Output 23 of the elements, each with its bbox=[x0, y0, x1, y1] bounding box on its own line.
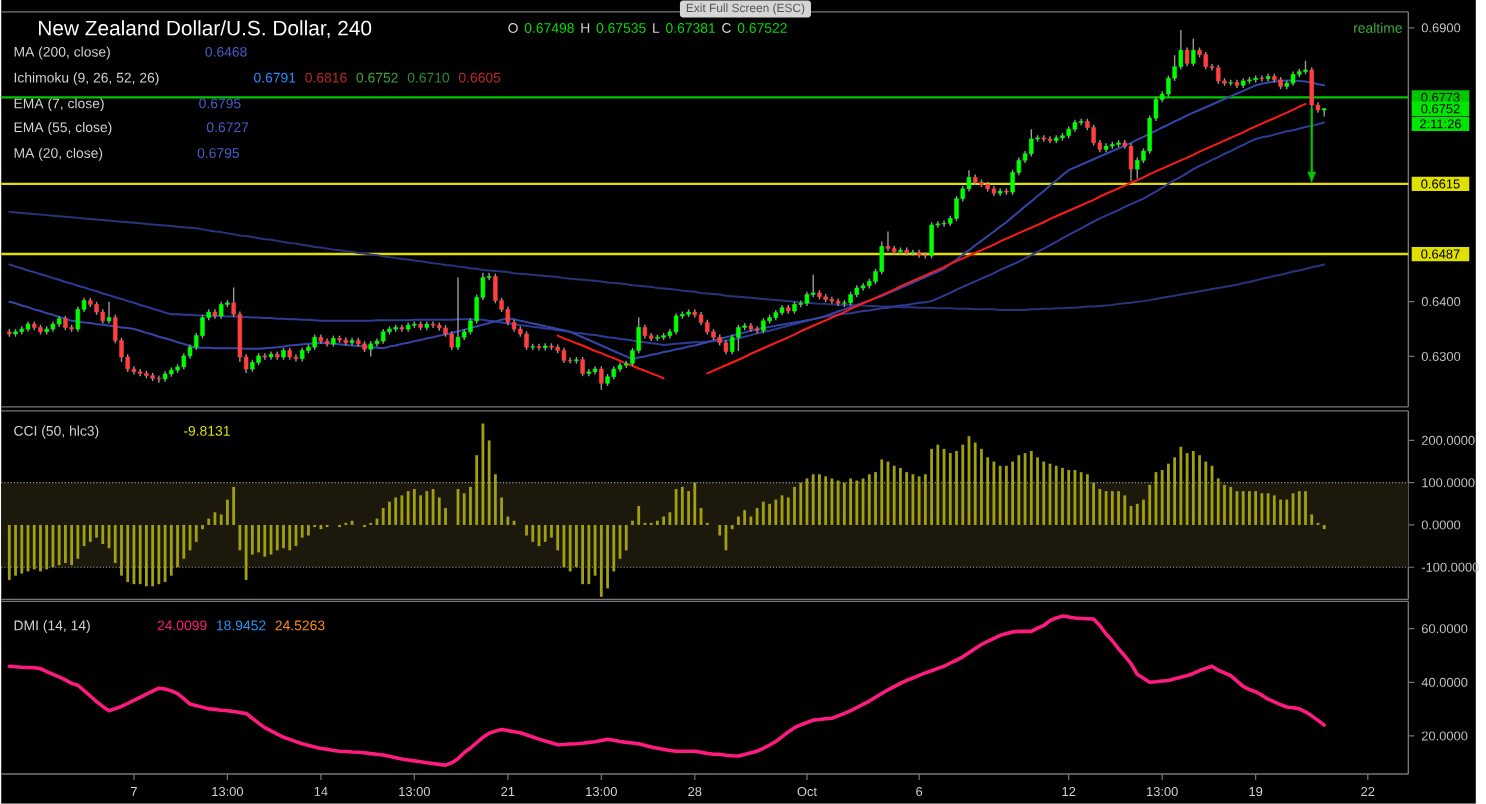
candlestick bbox=[75, 306, 81, 333]
candlestick bbox=[580, 356, 585, 377]
candlestick bbox=[599, 365, 604, 391]
candlestick bbox=[885, 230, 891, 253]
candlestick bbox=[673, 312, 679, 336]
candlestick bbox=[810, 274, 816, 299]
candlestick bbox=[1029, 128, 1034, 158]
candlestick bbox=[493, 273, 498, 305]
candlestick bbox=[736, 324, 741, 352]
candlestick bbox=[1216, 64, 1221, 85]
candlestick bbox=[1184, 46, 1190, 67]
candlestick bbox=[929, 221, 934, 260]
candlestick bbox=[729, 333, 735, 356]
candlestick bbox=[1191, 38, 1196, 67]
candlestick bbox=[455, 276, 461, 351]
candlestick bbox=[505, 306, 511, 327]
candlestick bbox=[879, 240, 884, 276]
candlestick bbox=[966, 169, 972, 193]
candlestick bbox=[1091, 124, 1096, 147]
candlestick bbox=[1128, 142, 1134, 182]
chart-title: New Zealand Dollar/U.S. Dollar, 240 bbox=[39, 20, 372, 39]
candlestick bbox=[106, 301, 112, 325]
candlestick bbox=[524, 330, 529, 351]
